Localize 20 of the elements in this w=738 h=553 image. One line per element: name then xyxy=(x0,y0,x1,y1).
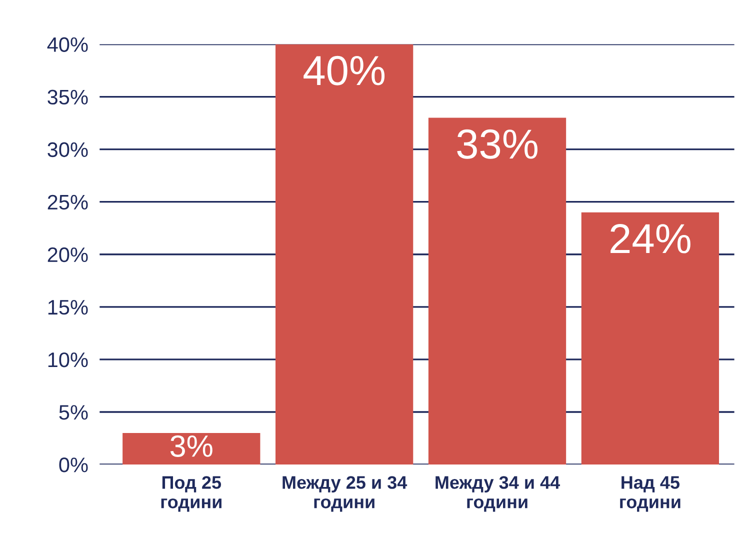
data-label: 33% xyxy=(457,129,538,159)
y-tick-label: 20% xyxy=(48,247,88,262)
bar xyxy=(581,212,720,465)
x-tick-label: Между 34 и 44 години xyxy=(436,476,560,512)
y-tick-label: 0% xyxy=(59,458,88,472)
y-tick-label: 25% xyxy=(48,194,88,210)
y-tick-label: 10% xyxy=(48,352,88,368)
data-label: 3% xyxy=(170,435,212,457)
x-tick-label: Между 25 и 34 години xyxy=(282,476,408,512)
y-tick-label: 5% xyxy=(59,405,88,420)
y-tick-label: 30% xyxy=(48,142,88,158)
data-label: 40% xyxy=(304,56,385,86)
y-tick-label: 40% xyxy=(47,37,88,52)
y-tick-label: 35% xyxy=(48,90,88,105)
bar xyxy=(276,44,414,465)
data-label: 24% xyxy=(610,224,690,254)
bar xyxy=(428,118,566,465)
x-tick-label: Над 45 години xyxy=(620,476,680,512)
y-tick-label: 15% xyxy=(48,300,88,315)
x-tick-label: Под 25 години xyxy=(161,476,222,512)
